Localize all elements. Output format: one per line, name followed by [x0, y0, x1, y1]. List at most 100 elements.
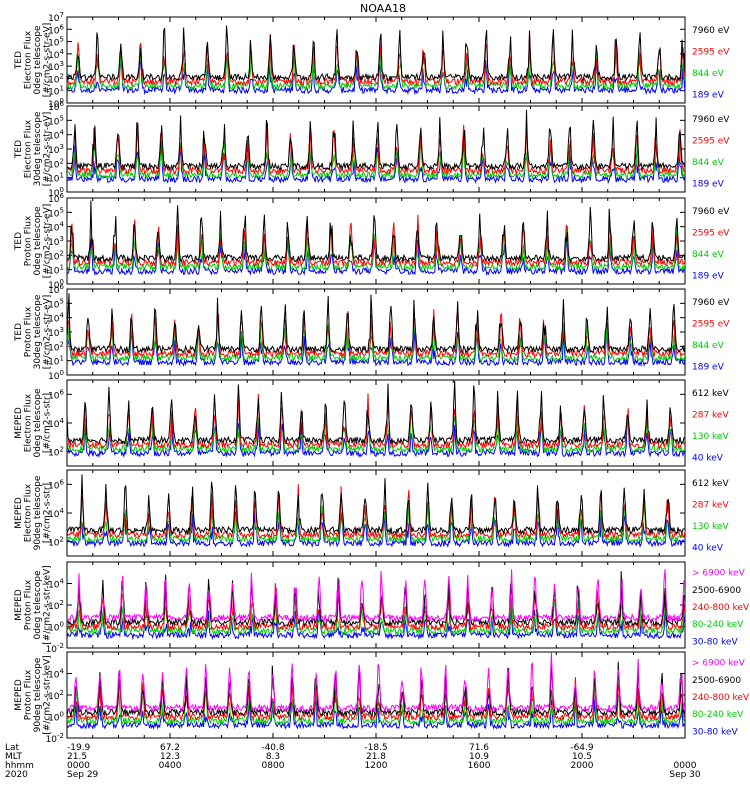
y-axis-label-line: MEPED [14, 407, 24, 439]
y-tick-base: 10 [48, 63, 60, 73]
y-axis-label-line: [#/cm2-s-str-eV] [42, 295, 52, 370]
x-tick-lat: 71.6 [469, 743, 489, 753]
y-axis-label-line: MEPED [14, 589, 24, 621]
y-axis-label-line: [#/cm2-s-str] [42, 483, 52, 543]
y-tick-base: 10 [48, 51, 60, 61]
y-tick-base: 10 [48, 539, 60, 549]
y-tick-base: 10 [48, 88, 60, 98]
series-line [67, 325, 685, 368]
series-line [67, 685, 685, 726]
y-tick-label: 105 [48, 36, 64, 49]
y-tick-exp: 4 [60, 221, 65, 229]
legend-entry: 240-800 keV [692, 603, 750, 613]
x-tick-mlt: 21.5 [67, 752, 87, 762]
y-tick-exp: 2 [60, 536, 64, 544]
y-tick-label: 102 [48, 689, 64, 702]
y-tick-exp: 3 [60, 143, 64, 151]
legend-entry: 2500-6900 [692, 586, 741, 596]
y-axis-label-line: MEPED [14, 679, 24, 711]
y-axis-label-line: [#/cm2-s-str-keV] [42, 565, 52, 644]
series-line [67, 474, 685, 536]
series-line [67, 677, 685, 722]
y-tick-exp: 0 [60, 278, 64, 286]
y-tick-base: 10 [46, 645, 58, 655]
y-axis-label-line: 90deg telescope [33, 657, 43, 732]
y-tick-label: 104 [48, 668, 64, 681]
legend-entry: 7960 eV [692, 207, 730, 217]
y-tick-exp: 4 [60, 507, 65, 515]
series-line [67, 128, 685, 180]
y-axis-label: TEDElectron Flux30deg telescope[#/cm2-s-… [14, 111, 53, 186]
x-tick-mlt: 10.5 [572, 752, 592, 762]
y-tick-base: 10 [48, 189, 60, 199]
y-tick-base: 10 [48, 267, 60, 277]
y-tick-label: 102 [48, 536, 64, 549]
x-tick-mlt: 21.8 [366, 752, 386, 762]
y-tick-label: 102 [48, 340, 64, 353]
series-line [67, 200, 685, 264]
y-axis-label-line: 30deg telescope [33, 111, 43, 186]
y-tick-base: 10 [48, 209, 60, 219]
y-tick-label: 100 [48, 97, 64, 110]
y-tick-exp: 3 [60, 326, 64, 334]
series-line [67, 695, 685, 731]
y-tick-label: 102 [48, 157, 64, 170]
legend-entry: 2595 eV [692, 47, 730, 57]
y-axis-label-line: [#/cm2-s-str-eV] [42, 112, 52, 187]
y-tick-label: 100 [48, 186, 64, 199]
y-tick-exp: 6 [60, 283, 65, 291]
traces [67, 568, 685, 641]
series-line [67, 652, 685, 713]
y-tick-label: 102 [48, 446, 64, 459]
y-tick-label: 101 [48, 85, 64, 98]
x-tick-hhmm: 0400 [159, 761, 182, 771]
x-tick-hhmm: 1200 [365, 761, 388, 771]
legend-entry: 7960 eV [692, 26, 730, 36]
y-axis-label: MEPEDElectron Flux0deg telescope[#/cm2-s… [14, 388, 53, 458]
y-tick-base: 10 [48, 692, 60, 702]
y-tick-label: 104 [48, 578, 64, 591]
x-tick-hhmm: 2000 [571, 761, 594, 771]
y-tick-base: 10 [48, 714, 60, 724]
y-tick-base: 10 [48, 300, 60, 310]
y-axis-label: MEPEDElectron Flux90deg telescope[#/cm2-… [14, 475, 53, 550]
y-tick-exp: 2 [60, 689, 64, 697]
y-tick-label: 104 [48, 507, 64, 520]
y-tick-label: 100 [48, 369, 64, 382]
y-tick-exp: 6 [60, 100, 65, 108]
y-tick-base: 10 [48, 117, 60, 127]
y-tick-exp: 0 [60, 369, 64, 377]
legend-entry: 40 keV [692, 453, 724, 463]
y-tick-base: 10 [48, 343, 60, 353]
x-tick-hhmm: 0000 [674, 761, 697, 771]
y-tick-exp: 1 [60, 264, 64, 272]
x-row-label: Lat [5, 743, 20, 753]
y-tick-label: 106 [48, 100, 64, 113]
legend-entry: 2595 eV [692, 319, 730, 329]
legend-entry: 2595 eV [692, 228, 730, 238]
legend-entry: 844 eV [692, 69, 725, 79]
y-tick-label: 104 [48, 417, 64, 430]
series-line [67, 234, 685, 276]
series-line [67, 484, 685, 540]
y-axis-label-line: [#/cm2-s-str] [42, 393, 52, 453]
legend-entry: 189 eV [692, 362, 725, 372]
y-tick-exp: 0 [60, 621, 64, 629]
traces [67, 474, 685, 549]
y-axis-label: TEDProton Flux0deg telescope[#/cm2-s-str… [14, 204, 53, 279]
y-tick-base: 10 [48, 510, 60, 520]
legend-entry: 240-800 keV [692, 693, 750, 703]
y-tick-label: 103 [48, 235, 64, 248]
y-tick-label: 101 [48, 172, 64, 185]
y-tick-base: 10 [48, 39, 60, 49]
x-tick-hhmm: 0800 [262, 761, 285, 771]
x-tick-lat: -18.5 [364, 743, 387, 753]
y-tick-exp: -2 [57, 642, 64, 650]
y-axis-label-line: TED [14, 323, 24, 342]
legend-entry: 612 keV [692, 389, 729, 399]
legend-entry: 189 eV [692, 179, 725, 189]
y-tick-base: 10 [48, 602, 60, 612]
y-tick-base: 10 [48, 238, 60, 248]
